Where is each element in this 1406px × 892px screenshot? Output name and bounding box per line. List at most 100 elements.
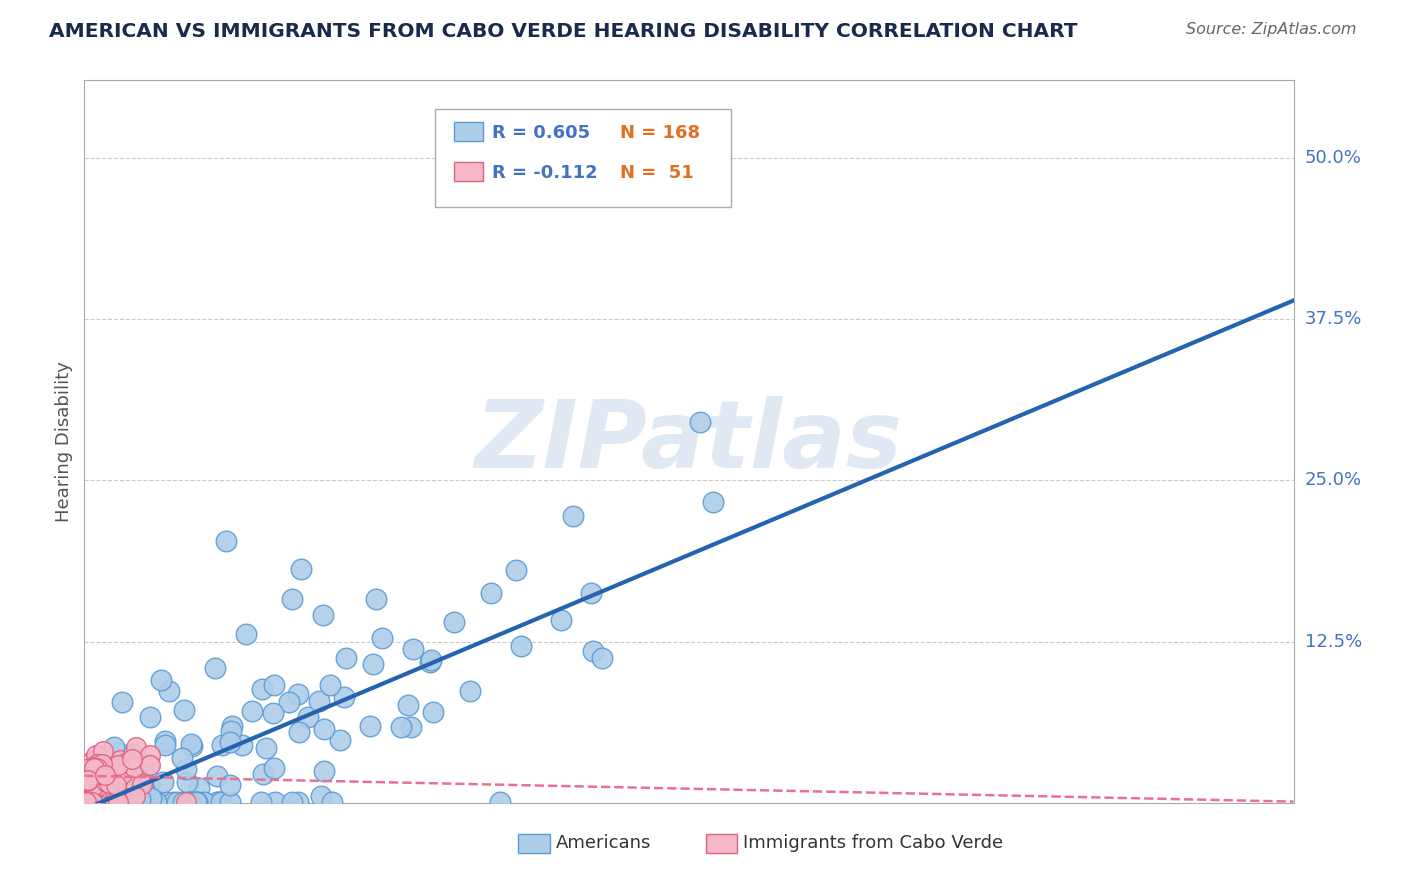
Point [166, 795, 188, 809]
Point [312, 607, 335, 622]
Point [75, 767, 97, 781]
Point [131, 778, 153, 792]
FancyBboxPatch shape [519, 834, 550, 853]
Point [252, 682, 274, 697]
Point [89, 766, 111, 780]
Point [75, 763, 97, 777]
Point [361, 657, 384, 671]
Point [207, 795, 229, 809]
Point [87, 795, 110, 809]
Point [219, 723, 242, 738]
Point [173, 703, 195, 717]
Point [170, 751, 193, 765]
Point [209, 795, 232, 809]
Point [152, 775, 174, 789]
Point [122, 795, 145, 809]
Point [124, 795, 146, 809]
Point [314, 764, 336, 779]
Point [129, 795, 152, 809]
Point [104, 766, 127, 780]
Point [76, 793, 98, 807]
Point [90, 757, 112, 772]
Point [91, 795, 114, 809]
Text: N =  51: N = 51 [620, 164, 693, 182]
Point [77, 795, 100, 809]
Point [80, 754, 103, 768]
Point [281, 795, 304, 809]
Point [389, 720, 412, 734]
FancyBboxPatch shape [434, 109, 731, 207]
Point [125, 795, 148, 809]
Point [104, 772, 127, 787]
Point [80, 795, 103, 809]
Point [252, 767, 274, 781]
Point [290, 562, 312, 576]
Point [125, 795, 148, 809]
Point [100, 789, 122, 804]
Point [96, 795, 118, 809]
Point [180, 795, 202, 809]
Point [309, 789, 332, 804]
Point [84, 795, 107, 809]
Point [128, 795, 150, 809]
Point [75, 795, 97, 809]
Point [111, 795, 134, 809]
Point [131, 795, 153, 809]
Text: ZIPatlas: ZIPatlas [475, 395, 903, 488]
Point [181, 739, 204, 753]
Point [145, 795, 167, 809]
Point [510, 639, 533, 653]
Point [221, 718, 243, 732]
Point [105, 795, 128, 809]
Point [297, 709, 319, 723]
Point [103, 784, 125, 798]
Text: 12.5%: 12.5% [1305, 632, 1362, 650]
Point [263, 761, 285, 775]
Text: 25.0%: 25.0% [1305, 471, 1362, 489]
Point [82, 779, 104, 793]
Point [219, 778, 242, 792]
Point [193, 795, 215, 809]
Text: 37.5%: 37.5% [1305, 310, 1362, 328]
Point [155, 795, 177, 809]
Point [219, 735, 242, 749]
Point [505, 563, 527, 577]
Point [86, 756, 108, 771]
Point [187, 795, 209, 809]
Point [162, 795, 184, 809]
Point [479, 586, 502, 600]
Point [204, 660, 226, 674]
Point [399, 720, 422, 734]
Point [83, 761, 105, 775]
Point [176, 775, 198, 789]
Point [82, 782, 104, 797]
Point [179, 795, 201, 809]
Point [96, 795, 118, 809]
Point [138, 747, 160, 762]
Point [75, 771, 97, 785]
Point [702, 494, 724, 508]
Point [108, 760, 131, 774]
Point [91, 795, 114, 809]
Point [141, 795, 163, 809]
Point [318, 678, 340, 692]
Point [312, 722, 335, 736]
Point [288, 724, 311, 739]
Point [107, 795, 129, 809]
Point [308, 694, 330, 708]
Point [90, 780, 112, 794]
Point [215, 533, 238, 548]
Point [91, 744, 114, 758]
Point [263, 678, 285, 692]
Point [396, 698, 419, 712]
Point [240, 704, 263, 718]
Point [155, 734, 177, 748]
Point [184, 795, 207, 809]
Point [188, 781, 211, 796]
Text: N = 168: N = 168 [620, 124, 700, 142]
Point [115, 755, 138, 769]
Point [689, 415, 711, 429]
Point [186, 795, 208, 809]
Point [110, 778, 132, 792]
Point [131, 777, 153, 791]
